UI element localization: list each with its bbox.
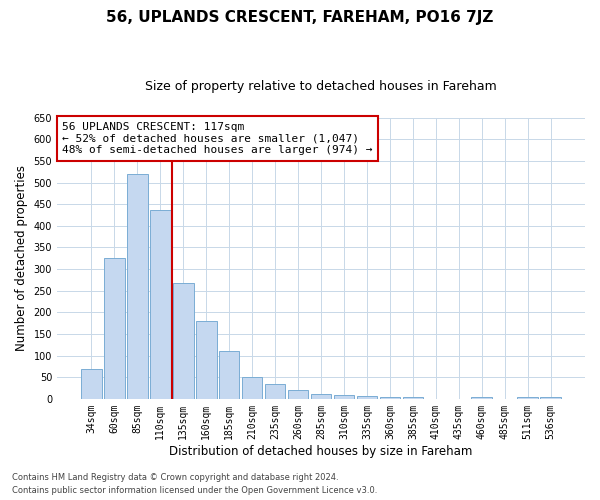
Bar (150, 210, 170, 399)
X-axis label: Distribution of detached houses by size in Fareham: Distribution of detached houses by size … (169, 444, 473, 458)
Bar (403, 397, 423, 399)
Bar (104, 258, 125, 399)
Bar (472, 397, 492, 399)
Bar (541, 397, 561, 399)
Y-axis label: Number of detached properties: Number of detached properties (15, 166, 28, 352)
Title: Size of property relative to detached houses in Fareham: Size of property relative to detached ho… (145, 80, 497, 93)
Bar (288, 390, 308, 399)
Bar (265, 384, 286, 399)
Bar (173, 283, 194, 399)
Bar (81, 368, 102, 399)
Bar (356, 396, 377, 399)
Text: 56, UPLANDS CRESCENT, FAREHAM, PO16 7JZ: 56, UPLANDS CRESCENT, FAREHAM, PO16 7JZ (106, 10, 494, 25)
Text: 56 UPLANDS CRESCENT: 117sqm
← 52% of detached houses are smaller (1,047)
48% of : 56 UPLANDS CRESCENT: 117sqm ← 52% of det… (62, 122, 373, 155)
Bar (517, 397, 538, 399)
Bar (219, 352, 239, 399)
Bar (380, 397, 400, 399)
Bar (127, 174, 148, 399)
Bar (242, 377, 262, 399)
Bar (311, 394, 331, 399)
Text: Contains HM Land Registry data © Crown copyright and database right 2024.
Contai: Contains HM Land Registry data © Crown c… (12, 474, 377, 495)
Bar (196, 321, 217, 399)
Bar (334, 394, 355, 399)
